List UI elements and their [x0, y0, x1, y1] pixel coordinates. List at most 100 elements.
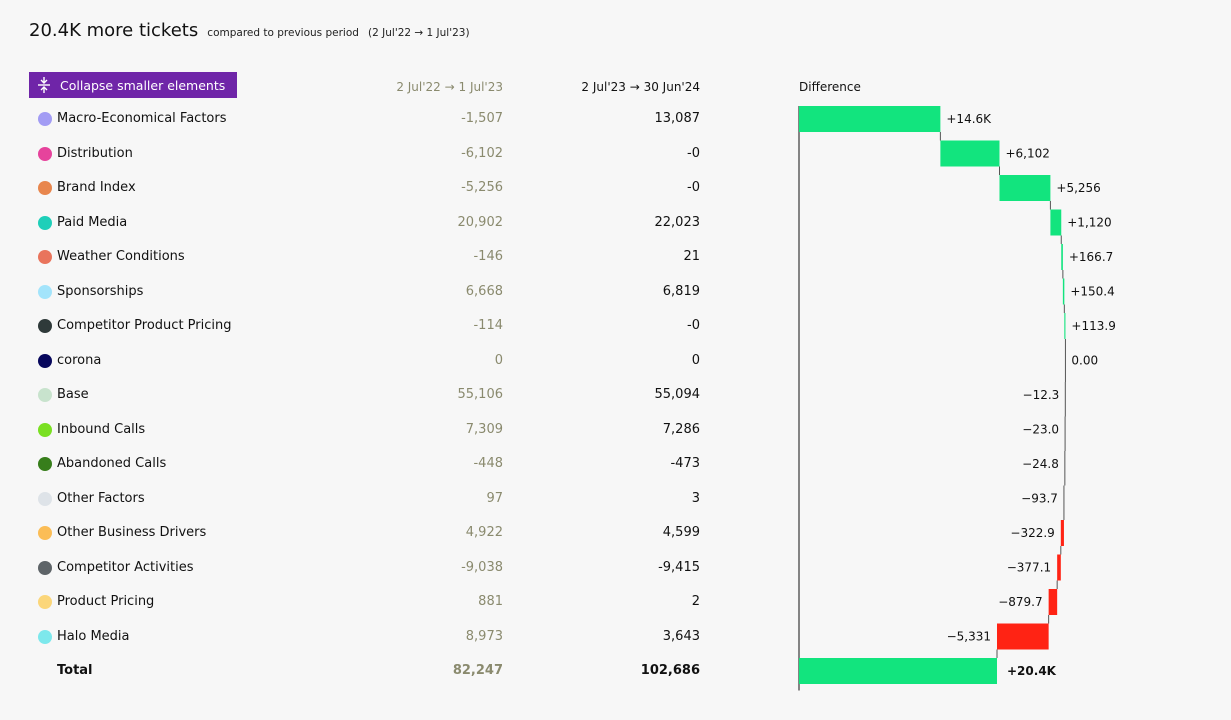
waterfall-bar [1061, 244, 1063, 270]
current-period-value: 4,599 [662, 525, 700, 540]
collapse-button-label: Collapse smaller elements [60, 77, 226, 93]
table-row[interactable]: Brand Index -5,256 -0 [0, 171, 1231, 205]
color-swatch [38, 112, 52, 126]
waterfall-data-label: −377.1 [1007, 561, 1051, 575]
current-period-value: 21 [683, 249, 700, 264]
driver-label: Weather Conditions [57, 249, 185, 264]
driver-label: Inbound Calls [57, 421, 146, 437]
table-row[interactable]: Weather Conditions -146 21 [0, 240, 1231, 274]
page-header: 20.4K more tickets compared to previous … [29, 20, 470, 41]
waterfall-data-label: −879.7 [998, 595, 1042, 609]
driver-label: Other Factors [57, 490, 145, 506]
total-row: Total 82,247 102,686 [0, 654, 1231, 688]
previous-period-value: -6,102 [461, 145, 503, 161]
previous-period-value: -114 [473, 318, 503, 333]
driver-label: Distribution [57, 145, 133, 161]
driver-label: Macro-Economical Factors [57, 111, 227, 126]
waterfall-bar [996, 623, 1049, 650]
waterfall-bar [799, 106, 941, 132]
headline-subtext: compared to previous period [207, 27, 359, 39]
total-previous-value: 82,247 [452, 663, 503, 678]
color-swatch [38, 560, 52, 575]
previous-period-value: 20,902 [457, 214, 504, 230]
waterfall-data-label: −322.9 [1010, 526, 1054, 540]
waterfall-bar [940, 140, 1000, 167]
driver-label: Other Business Drivers [57, 525, 207, 540]
driver-label: Competitor Activities [57, 559, 194, 575]
waterfall-data-label: +6,102 [1005, 147, 1049, 161]
table-row[interactable]: Competitor Activities -9,038 -9,415 [0, 551, 1231, 585]
column-header-previous-period: 2 Jul'22 → 1 Jul'23 [396, 80, 503, 94]
current-period-value: -0 [687, 145, 700, 161]
current-period-value: 13,087 [654, 111, 701, 126]
previous-period-value: -9,038 [461, 559, 503, 575]
color-swatch [38, 629, 52, 644]
waterfall-data-label: +113.9 [1071, 319, 1115, 333]
driver-label: Brand Index [57, 180, 136, 195]
table-row[interactable]: Base 55,106 55,094 [0, 378, 1231, 412]
waterfall-bar [1057, 554, 1061, 581]
driver-label: corona [57, 352, 102, 368]
previous-period-value: 4,922 [465, 525, 503, 540]
waterfall-data-label: +150.4 [1070, 285, 1114, 299]
current-period-value: -0 [687, 180, 700, 195]
table-row[interactable]: Sponsorships 6,668 6,819 [0, 275, 1231, 309]
table-row[interactable]: Other Factors 97 3 [0, 482, 1231, 516]
driver-label: Paid Media [57, 214, 128, 230]
column-header-difference: Difference [799, 80, 861, 94]
collapse-smaller-elements-button[interactable]: Collapse smaller elements [29, 72, 237, 98]
table-row[interactable]: Inbound Calls 7,309 7,286 [0, 413, 1231, 447]
previous-period-value: 97 [486, 490, 503, 506]
current-period-value: -473 [670, 456, 700, 471]
waterfall-data-label: −23.0 [1022, 423, 1059, 437]
waterfall-data-label: +14.6K [946, 112, 992, 126]
total-label: Total [57, 663, 93, 678]
total-current-value: 102,686 [640, 663, 700, 678]
table-row[interactable]: Product Pricing 881 2 [0, 585, 1231, 619]
color-swatch [38, 284, 52, 299]
previous-period-value: 0 [494, 352, 503, 368]
waterfall-bar [1050, 209, 1062, 236]
driver-label: Competitor Product Pricing [57, 318, 232, 333]
table-row[interactable]: Halo Media 8,973 3,643 [0, 620, 1231, 654]
color-swatch [38, 388, 52, 402]
previous-period-value: 8,973 [465, 628, 503, 644]
waterfall-bar [1060, 520, 1064, 546]
table-row[interactable]: Other Business Drivers 4,922 4,599 [0, 516, 1231, 550]
waterfall-data-label: −12.3 [1023, 388, 1060, 402]
current-period-value: 3 [691, 490, 700, 506]
current-period-value: 22,023 [654, 214, 701, 230]
comparison-period: (2 Jul'22 → 1 Jul'23) [368, 27, 470, 39]
headline: 20.4K more tickets [29, 20, 199, 41]
current-period-value: 3,643 [662, 628, 700, 644]
table-row[interactable]: Distribution -6,102 -0 [0, 137, 1231, 171]
table-row[interactable]: Paid Media 20,902 22,023 [0, 206, 1231, 240]
previous-period-value: -146 [473, 249, 503, 264]
waterfall-bar [1064, 313, 1066, 339]
table-row[interactable]: corona 0 0 [0, 344, 1231, 378]
table-row[interactable]: Macro-Economical Factors -1,507 13,087 [0, 102, 1231, 136]
color-swatch [38, 353, 52, 368]
waterfall-data-label: −24.8 [1022, 457, 1059, 471]
current-period-value: 0 [691, 352, 700, 368]
waterfall-bar [1048, 589, 1058, 615]
waterfall-data-label: 0.00 [1071, 354, 1098, 368]
waterfall-data-label: +1,120 [1067, 216, 1111, 230]
previous-period-value: -1,507 [461, 111, 503, 126]
waterfall-data-label: +5,256 [1056, 181, 1100, 195]
previous-period-value: 55,106 [457, 387, 504, 402]
table-row[interactable]: Competitor Product Pricing -114 -0 [0, 309, 1231, 343]
color-swatch [38, 181, 52, 195]
driver-label: Product Pricing [57, 594, 155, 609]
driver-label: Halo Media [57, 628, 130, 644]
column-header-current-period: 2 Jul'23 → 30 Jun'24 [581, 80, 700, 94]
table-row[interactable]: Abandoned Calls -448 -473 [0, 447, 1231, 481]
driver-label: Base [57, 387, 89, 402]
waterfall-bar [1062, 278, 1065, 305]
current-period-value: -0 [687, 318, 700, 333]
waterfall-data-label: +166.7 [1069, 250, 1113, 264]
waterfall-data-label: −93.7 [1021, 492, 1058, 506]
current-period-value: 2 [691, 594, 700, 609]
previous-period-value: -448 [473, 456, 503, 471]
